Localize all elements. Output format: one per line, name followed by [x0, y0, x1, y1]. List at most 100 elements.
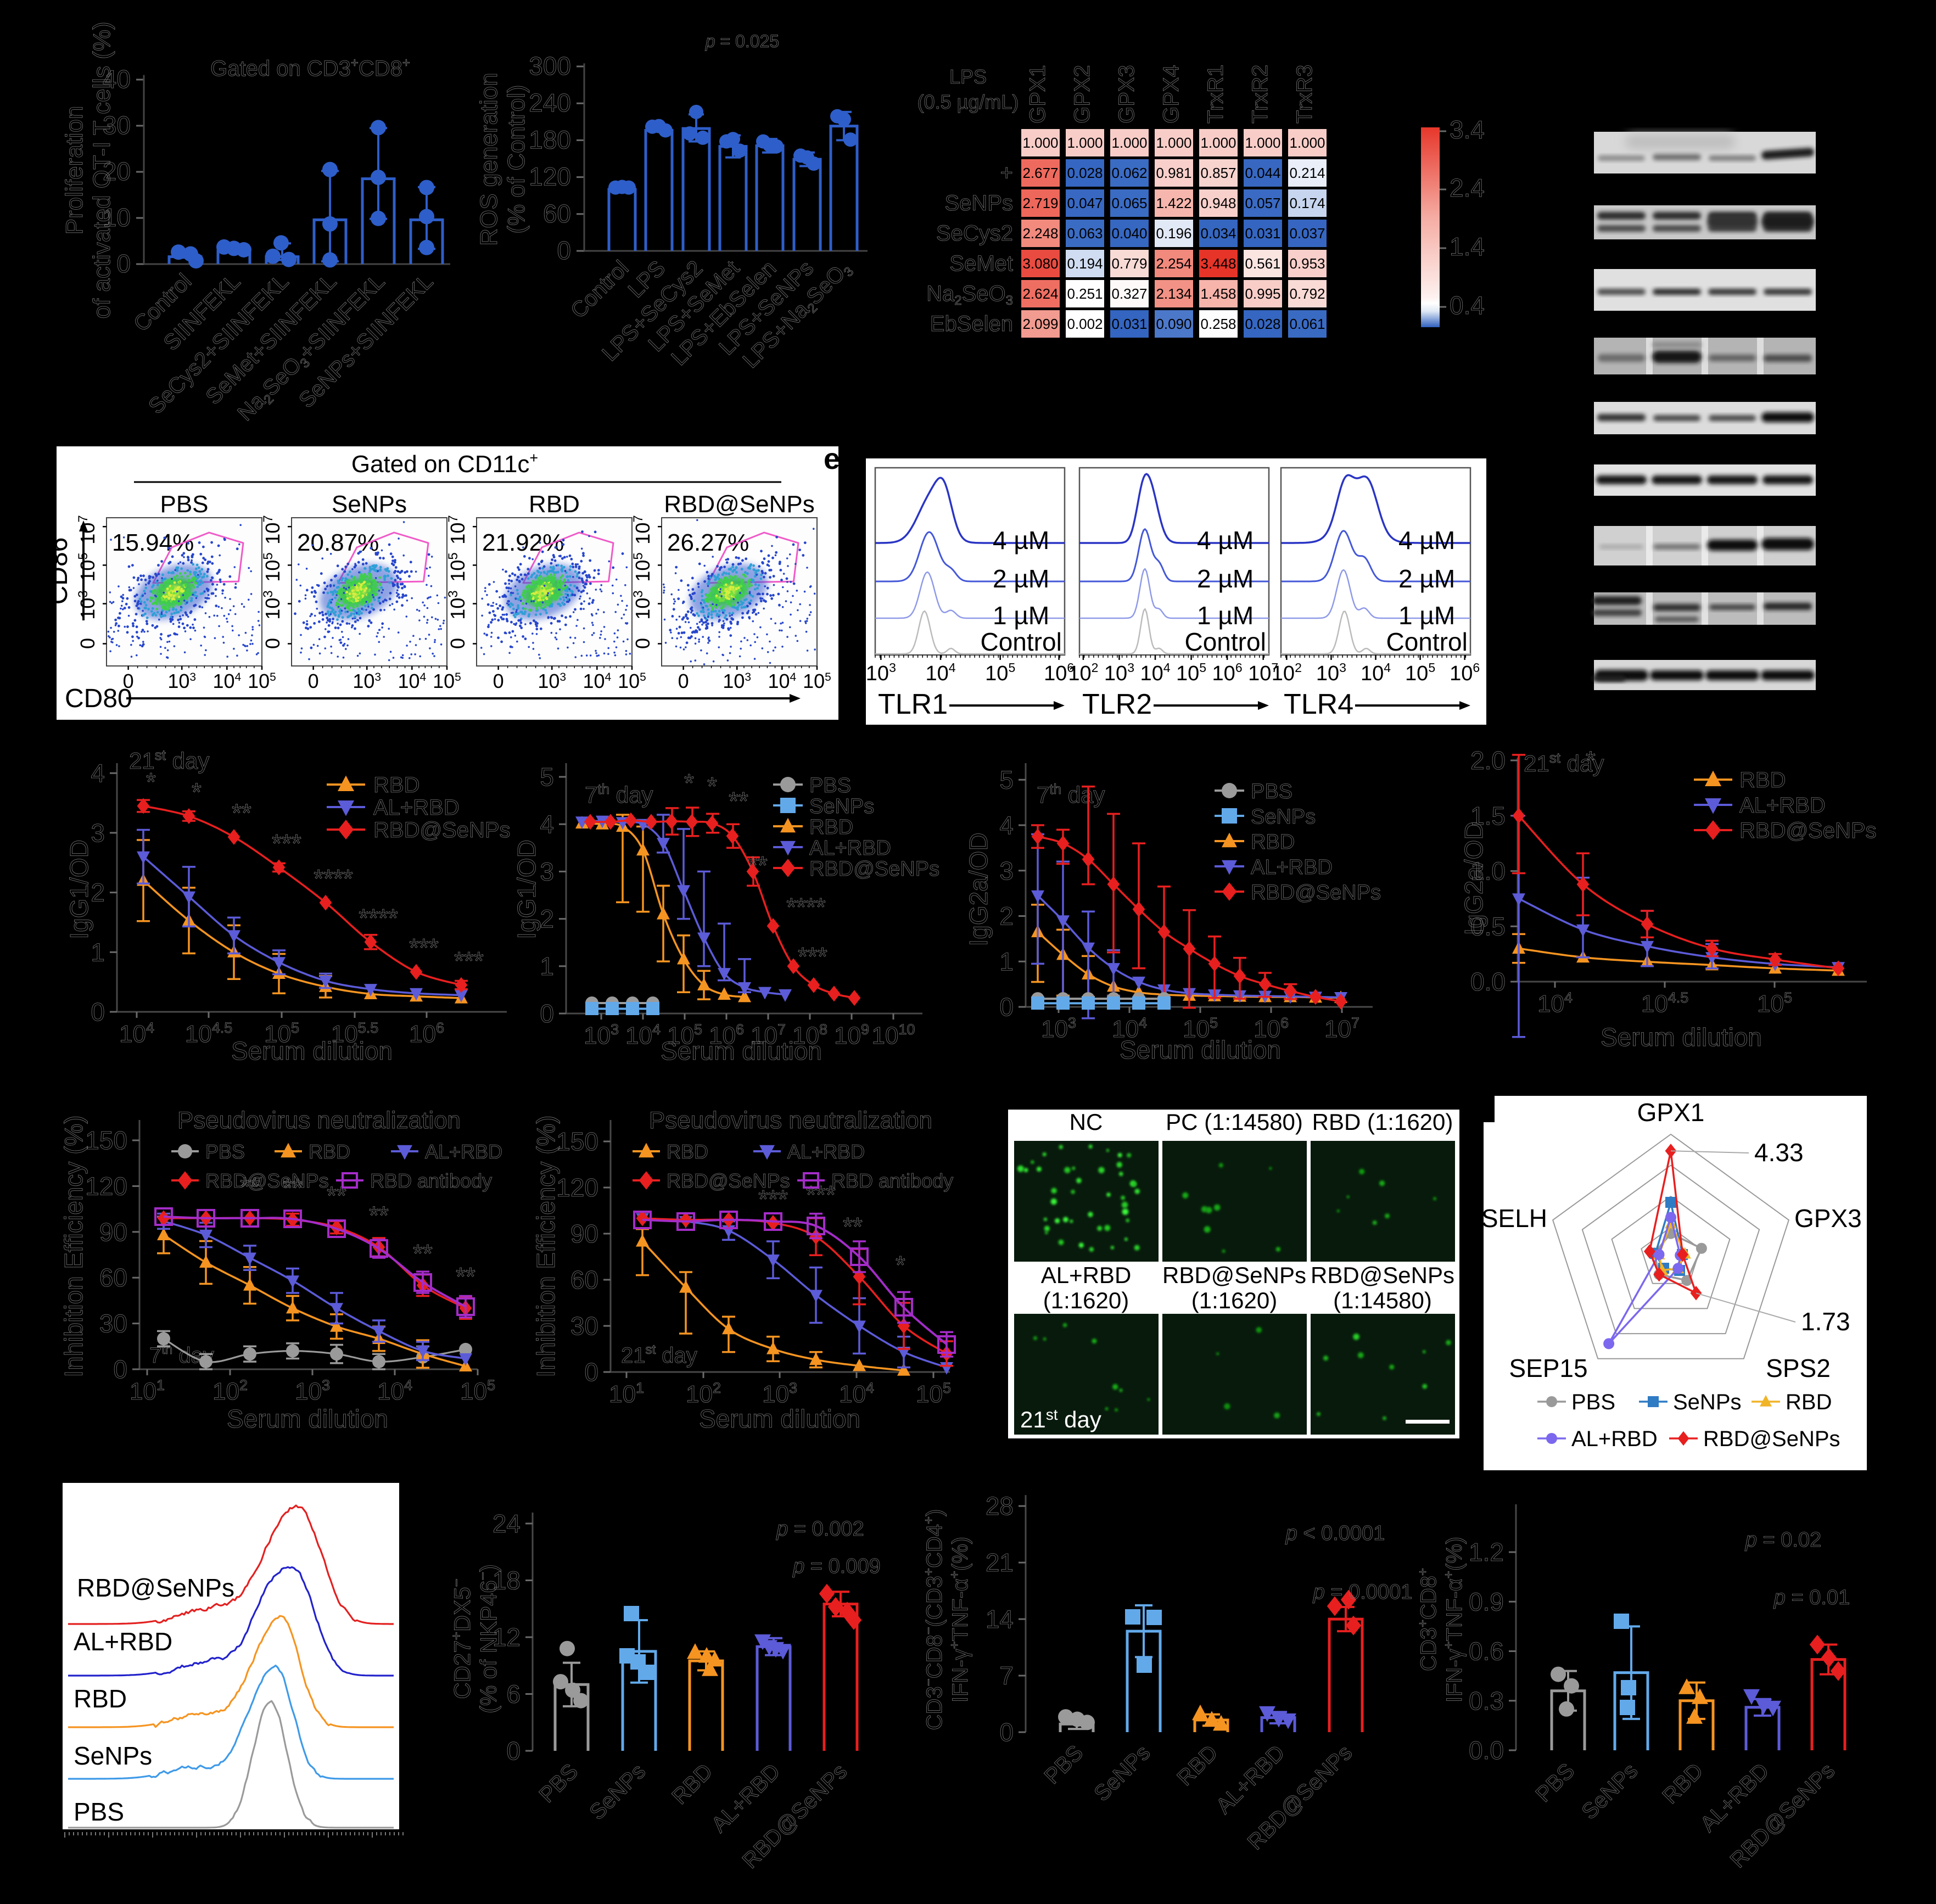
svg-text:AL+RBD: AL+RBD [373, 796, 460, 820]
svg-text:p < 0.0001: p < 0.0001 [1285, 1522, 1385, 1545]
svg-text:SeNPs: SeNPs [1251, 805, 1316, 828]
svg-text:Na2SeO3: Na2SeO3 [926, 282, 1013, 308]
svg-text:0.061: 0.061 [1289, 316, 1325, 332]
svg-text:4.33: 4.33 [1754, 1138, 1804, 1167]
svg-text:ROS generation: ROS generation [475, 72, 502, 246]
svg-text:180: 180 [529, 125, 571, 154]
svg-text:1.4: 1.4 [1450, 232, 1485, 261]
svg-text:0.174: 0.174 [1289, 195, 1325, 211]
svg-text:0.028: 0.028 [1245, 316, 1280, 332]
svg-text:0.857: 0.857 [1200, 165, 1236, 181]
svg-text:0.6: 0.6 [1469, 1637, 1504, 1666]
svg-text:RBD@SeNPs: RBD@SeNPs [1251, 881, 1381, 904]
svg-text:0: 0 [76, 638, 99, 649]
svg-text:TrxR2: TrxR2 [1248, 65, 1272, 124]
svg-text:1.000: 1.000 [1022, 135, 1058, 151]
svg-text:2 µM: 2 µM [1398, 564, 1455, 593]
svg-text:30: 30 [570, 1312, 598, 1340]
svg-text:PBS: PBS [160, 491, 208, 518]
svg-text:SELH: SELH [1481, 1204, 1547, 1233]
svg-text:12: 12 [493, 1623, 521, 1651]
svg-text:0.258: 0.258 [1200, 316, 1236, 332]
svg-text:107: 107 [76, 515, 99, 544]
svg-text:0.995: 0.995 [1245, 285, 1280, 302]
svg-text:RBD: RBD [1786, 1390, 1832, 1414]
svg-text:2 µM: 2 µM [1197, 564, 1254, 593]
svg-text:0.062: 0.062 [1111, 165, 1147, 181]
svg-text:***: *** [758, 1185, 788, 1213]
svg-text:0.4: 0.4 [1450, 291, 1485, 320]
svg-text:14: 14 [986, 1605, 1014, 1633]
svg-text:3: 3 [91, 819, 105, 847]
svg-text:*: * [1586, 746, 1596, 775]
svg-text:28: 28 [986, 1492, 1014, 1520]
svg-text:0.194: 0.194 [1067, 255, 1103, 272]
svg-text:1.73: 1.73 [1801, 1307, 1850, 1336]
svg-text:21.92%: 21.92% [482, 529, 564, 556]
svg-text:1.5: 1.5 [1470, 802, 1506, 830]
svg-text:SeCys2: SeCys2 [936, 221, 1013, 245]
svg-text:(% of NKP46−): (% of NKP46−) [474, 1564, 501, 1713]
svg-text:102​: 102​ [1272, 660, 1302, 685]
svg-text:NC: NC [1070, 1109, 1103, 1135]
svg-text:Control: Control [981, 628, 1062, 656]
svg-text:2.0: 2.0 [1470, 746, 1506, 775]
svg-text:4 µM: 4 µM [1398, 526, 1455, 555]
svg-text:5: 5 [999, 765, 1014, 794]
svg-text:0: 0 [678, 670, 689, 692]
svg-text:SEP15: SEP15 [1509, 1354, 1587, 1382]
svg-text:PBS: PBS [1251, 780, 1292, 803]
svg-text:RBD: RBD [809, 816, 853, 839]
svg-text:2 µM: 2 µM [993, 564, 1049, 593]
svg-text:2.719: 2.719 [1022, 195, 1058, 211]
svg-text:2: 2 [540, 905, 554, 933]
svg-text:Inhibition Efficiency (%): Inhibition Efficiency (%) [59, 1115, 88, 1377]
svg-text:3.4: 3.4 [1450, 115, 1485, 144]
svg-text:0.031: 0.031 [1111, 316, 1147, 332]
svg-text:TrxR3: TrxR3 [1292, 65, 1317, 124]
svg-text:IgG1/OD: IgG1/OD [512, 839, 541, 939]
svg-text:0: 0 [308, 670, 319, 692]
svg-text:0: 0 [584, 1358, 598, 1386]
svg-text:3.448: 3.448 [1200, 255, 1236, 272]
svg-text:106​: 106​ [1044, 660, 1074, 685]
svg-text:1 µM: 1 µM [1398, 601, 1455, 630]
svg-text:1.458: 1.458 [1200, 285, 1236, 302]
svg-text:3: 3 [540, 857, 554, 886]
svg-text:90: 90 [99, 1218, 127, 1246]
svg-text:1 µM: 1 µM [993, 601, 1049, 630]
svg-text:21: 21 [986, 1548, 1014, 1577]
svg-text:RBD@SeNPs: RBD@SeNPs [664, 491, 815, 518]
svg-text:30: 30 [99, 1309, 127, 1338]
svg-text:40: 40 [103, 65, 131, 93]
svg-text:1 µM: 1 µM [1197, 601, 1254, 630]
svg-text:***: *** [409, 933, 439, 962]
svg-text:e: e [824, 443, 840, 475]
svg-text:RBD antibody: RBD antibody [831, 1169, 953, 1192]
svg-text:2.4: 2.4 [1450, 173, 1485, 202]
svg-text:Serum dilution: Serum dilution [699, 1404, 860, 1433]
svg-text:Inhibition Efficiency (%): Inhibition Efficiency (%) [531, 1115, 560, 1377]
svg-text:0: 0 [493, 670, 504, 692]
svg-text:CD80: CD80 [65, 684, 132, 713]
svg-text:2.677: 2.677 [1022, 165, 1058, 181]
svg-text:2.099: 2.099 [1022, 316, 1058, 332]
svg-text:EbSelen: EbSelen [930, 312, 1013, 336]
svg-text:102​: 102​ [212, 1377, 248, 1405]
svg-text:Control: Control [1386, 628, 1468, 656]
svg-text:1.000: 1.000 [1156, 135, 1191, 151]
svg-text:GPX2: GPX2 [1070, 65, 1094, 124]
svg-text:PBS: PBS [205, 1140, 245, 1163]
svg-text:GPX4: GPX4 [1159, 65, 1183, 124]
svg-text:p = 0.02: p = 0.02 [1745, 1528, 1821, 1552]
svg-text:RBD: RBD [1251, 831, 1295, 854]
svg-text:0: 0 [261, 638, 284, 649]
svg-text:7: 7 [999, 1661, 1014, 1690]
svg-text:0: 0 [116, 249, 131, 278]
svg-text:Gated on CD3+​CD8+​: Gated on CD3+​CD8+​ [210, 55, 410, 81]
svg-text:1: 1 [540, 952, 554, 981]
svg-text:p = 0.0001: p = 0.0001 [1313, 1581, 1413, 1604]
svg-text:GPX3: GPX3 [1115, 65, 1139, 124]
svg-text:0.031: 0.031 [1245, 225, 1280, 242]
svg-text:CD3+CD8+: CD3+CD8+ [1415, 1568, 1441, 1671]
